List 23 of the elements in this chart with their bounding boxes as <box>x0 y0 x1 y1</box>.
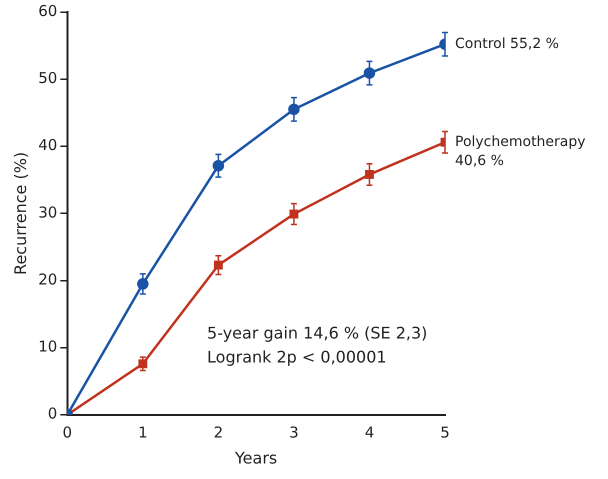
x-tick-label: 4 <box>364 424 374 442</box>
point <box>214 260 223 270</box>
point <box>365 170 374 179</box>
x-tick-label: 0 <box>62 424 72 442</box>
x-tick-label: 1 <box>138 424 148 442</box>
y-tick-label: 40 <box>38 136 58 154</box>
series-label: Polychemotherapy <box>455 134 586 150</box>
point <box>289 210 298 219</box>
text: Control 55,2 % <box>455 36 559 52</box>
y-tick-label: 20 <box>38 270 58 288</box>
y-tick-label: 60 <box>38 2 58 20</box>
y-tick-label: 0 <box>48 404 58 423</box>
data-label: 40,6 % <box>455 152 504 169</box>
annotation: Logrank 2p < 0,00001 <box>207 348 387 367</box>
x-tick-label: 3 <box>289 424 299 442</box>
annotation: 5-year gain 14,6 % (SE 2,3) <box>207 324 428 343</box>
x-tick-label: 5 <box>440 424 450 442</box>
x-tick-label: 2 <box>214 424 224 442</box>
y-tick-label: 10 <box>38 338 58 356</box>
x-axis-title: Years <box>234 448 278 468</box>
y-tick-label: 50 <box>38 69 58 88</box>
y-tick-label: 30 <box>38 203 58 222</box>
y-axis-title: Recurrence (%) <box>10 152 30 275</box>
